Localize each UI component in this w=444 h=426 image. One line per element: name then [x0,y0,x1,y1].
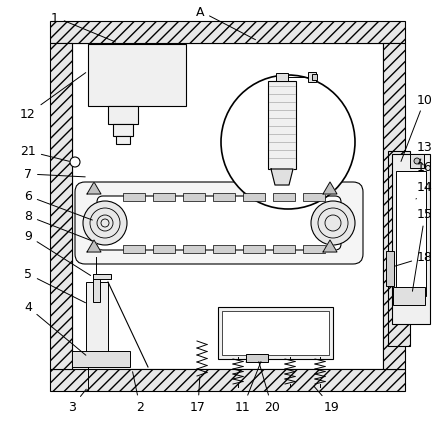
Bar [303,193,325,201]
Text: 8: 8 [24,210,92,242]
Circle shape [221,76,355,210]
Text: 14: 14 [416,181,433,199]
FancyBboxPatch shape [97,196,341,250]
Bar [246,354,268,362]
Bar [93,274,111,279]
Bar [108,107,138,125]
Bar [308,73,316,83]
Bar [273,193,295,201]
Bar [276,74,288,82]
Text: 10: 10 [401,93,433,162]
Text: 16: 16 [417,161,433,174]
Circle shape [311,201,355,245]
Bar [183,193,205,201]
Bar [392,155,430,324]
Bar [268,82,296,170]
Text: 21: 21 [20,145,69,162]
Bar [213,193,235,201]
Text: 12: 12 [20,73,86,121]
FancyBboxPatch shape [75,183,363,265]
Text: 11: 11 [235,362,261,414]
Polygon shape [323,240,337,253]
Bar [153,245,175,253]
Text: 7: 7 [24,168,85,181]
Bar [213,245,235,253]
Bar [50,44,72,369]
Text: 4: 4 [24,301,86,355]
Text: 15: 15 [412,208,433,291]
Bar [312,75,317,81]
Bar [243,245,265,253]
Polygon shape [87,183,101,195]
Text: 3: 3 [68,389,86,414]
Text: 2: 2 [133,372,144,414]
Bar [72,44,383,369]
Text: 6: 6 [24,190,92,221]
Text: 19: 19 [314,386,340,414]
Bar [183,245,205,253]
Bar [388,152,410,346]
Bar [93,274,100,302]
Text: A: A [196,6,256,40]
Bar [393,287,425,305]
Bar [72,351,130,367]
Bar [273,245,295,253]
Bar [243,193,265,201]
Polygon shape [271,170,293,186]
Bar [303,245,325,253]
Bar [123,245,145,253]
Bar [50,369,405,391]
Text: 5: 5 [24,268,86,303]
Bar [386,251,394,286]
Bar [123,193,145,201]
Bar [396,172,426,296]
Text: 1: 1 [51,12,115,43]
Text: 9: 9 [24,230,91,276]
Circle shape [414,158,420,164]
Bar [88,45,186,107]
Text: 17: 17 [190,377,206,414]
Bar [116,137,130,145]
Text: 18: 18 [395,251,433,267]
Bar [153,193,175,201]
Polygon shape [87,240,101,253]
Polygon shape [323,183,337,195]
Bar [113,125,133,137]
Circle shape [83,201,127,245]
Bar [86,282,108,364]
Text: 20: 20 [259,362,280,414]
Bar [410,155,424,169]
Bar [383,44,405,369]
Bar [218,307,333,359]
Circle shape [70,158,80,167]
Bar [222,311,329,355]
Bar [50,22,405,44]
Text: 13: 13 [417,141,433,165]
